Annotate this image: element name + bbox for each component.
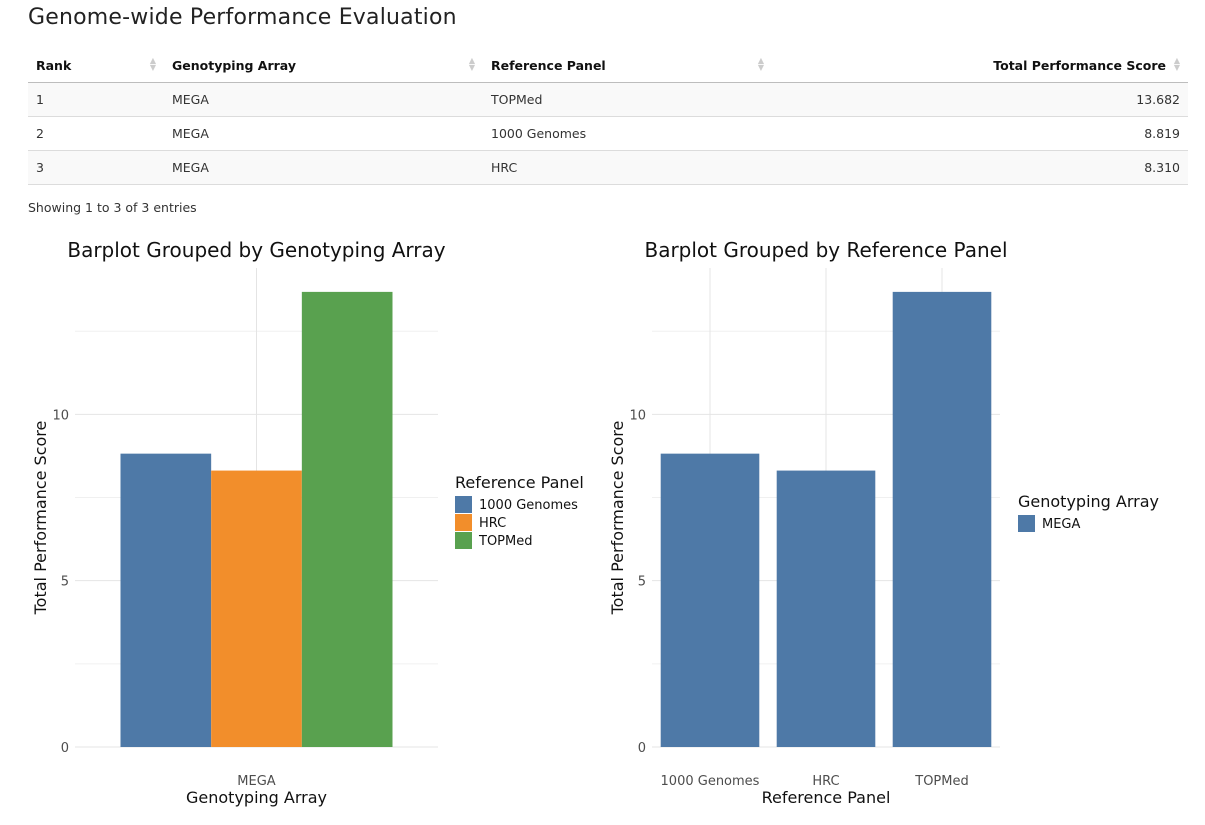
cell-genotyping-array: MEGA	[164, 82, 483, 117]
sort-icon: ▲ ▼	[757, 56, 764, 72]
legend-title: Reference Panel	[455, 473, 584, 492]
x-tick-label: TOPMed	[914, 774, 968, 789]
column-header-reference-panel[interactable]: Reference Panel ▲ ▼	[483, 48, 772, 83]
column-header-rank[interactable]: Rank ▲ ▼	[28, 48, 164, 83]
cell-score: 13.682	[772, 82, 1188, 117]
barplot-by-reference-panel: Barplot Grouped by Reference Panel 0 5 10 10…	[608, 238, 1159, 807]
column-header-label: Reference Panel	[491, 57, 606, 73]
column-header-total-performance-score[interactable]: Total Performance Score ▲ ▼	[772, 48, 1188, 83]
cell-reference-panel: TOPMed	[483, 82, 772, 117]
legend-swatch	[455, 496, 472, 513]
bar	[660, 453, 760, 747]
page-title: Genome-wide Performance Evaluation	[28, 5, 457, 30]
cell-rank: 1	[28, 82, 164, 117]
legend: Genotyping Array MEGA	[1018, 492, 1159, 532]
bar	[301, 291, 393, 747]
table-row: 1 MEGA TOPMed 13.682	[28, 82, 1188, 117]
bar	[776, 470, 876, 747]
y-axis-title: Total Performance Score	[31, 421, 50, 616]
cell-score: 8.819	[772, 116, 1188, 151]
x-tick-label: MEGA	[237, 774, 276, 789]
y-tick-label: 0	[638, 741, 646, 756]
table-header-row: Rank ▲ ▼ Genotyping Array ▲ ▼ Reference Pane…	[28, 48, 1188, 83]
y-tick-label: 0	[61, 741, 69, 756]
legend-swatch	[455, 532, 472, 549]
y-tick-label: 5	[638, 575, 646, 590]
y-tick-label: 10	[629, 408, 646, 423]
bar	[892, 291, 992, 747]
column-header-label: Genotyping Array	[172, 57, 296, 73]
chart-title: Barplot Grouped by Genotyping Array	[67, 238, 445, 262]
legend-swatch	[455, 514, 472, 531]
cell-reference-panel: 1000 Genomes	[483, 116, 772, 151]
y-axis-title: Total Performance Score	[608, 421, 627, 616]
column-header-label: Rank	[36, 57, 72, 73]
cell-genotyping-array: MEGA	[164, 150, 483, 185]
legend-title: Genotyping Array	[1018, 492, 1159, 511]
legend-label: TOPMed	[478, 534, 532, 549]
bar	[211, 470, 302, 747]
x-tick-label: 1000 Genomes	[661, 774, 760, 789]
table-row: 3 MEGA HRC 8.310	[28, 150, 1188, 185]
cell-genotyping-array: MEGA	[164, 116, 483, 151]
sort-icon: ▲ ▼	[149, 56, 156, 72]
chart-title: Barplot Grouped by Reference Panel	[644, 238, 1007, 262]
legend-label: HRC	[479, 516, 506, 531]
legend: Reference Panel 1000 Genomes HRC TOPMed	[455, 473, 584, 549]
barplot-by-genotyping-array: Barplot Grouped by Genotyping Array 0 5 10 M…	[31, 238, 584, 807]
legend-swatch	[1018, 515, 1035, 532]
cell-rank: 2	[28, 116, 164, 151]
x-axis-title: Reference Panel	[762, 788, 891, 807]
y-tick-label: 10	[52, 408, 69, 423]
sort-icon: ▲ ▼	[468, 56, 475, 72]
table-row: 2 MEGA 1000 Genomes 8.819	[28, 116, 1188, 151]
bar	[120, 453, 212, 747]
legend-label: MEGA	[1042, 517, 1081, 532]
cell-reference-panel: HRC	[483, 150, 772, 185]
cell-rank: 3	[28, 150, 164, 185]
x-tick-label: HRC	[812, 774, 839, 789]
column-header-genotyping-array[interactable]: Genotyping Array ▲ ▼	[164, 48, 483, 83]
legend-label: 1000 Genomes	[479, 498, 578, 513]
table-info: Showing 1 to 3 of 3 entries	[28, 200, 197, 215]
column-header-label: Total Performance Score	[993, 57, 1166, 73]
sort-icon: ▲ ▼	[1173, 56, 1180, 72]
results-table: Rank ▲ ▼ Genotyping Array ▲ ▼ Reference Pane…	[28, 48, 1188, 185]
y-tick-label: 5	[61, 575, 69, 590]
cell-score: 8.310	[772, 150, 1188, 185]
x-axis-title: Genotyping Array	[186, 788, 327, 807]
